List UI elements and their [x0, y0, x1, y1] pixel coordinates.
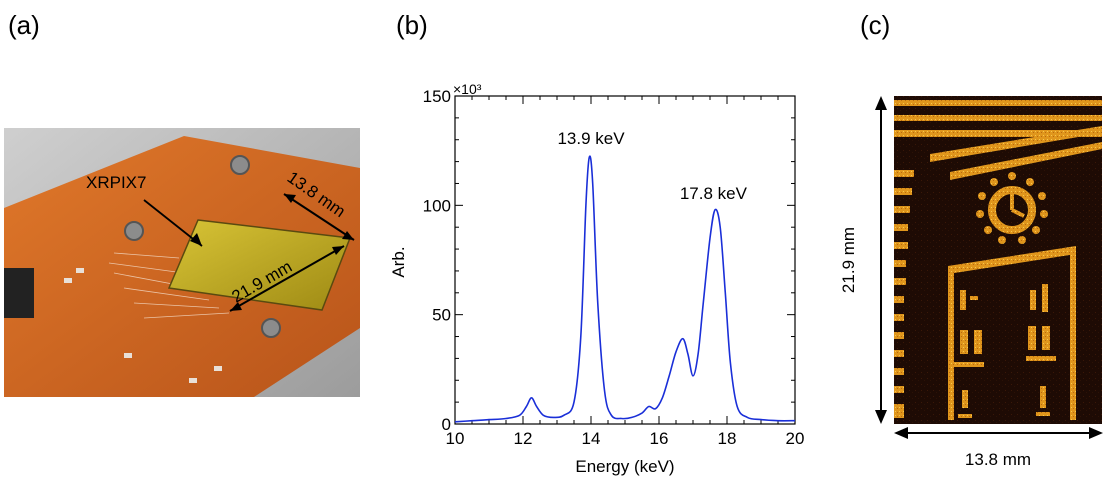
spectrum-line — [454, 155, 796, 423]
y-multiplier-label: ×10³ — [453, 81, 482, 97]
x-tick-label: 18 — [718, 429, 737, 448]
image-width-label: 13.8 mm — [965, 450, 1031, 469]
xray-image-panel: 21.9 mm 13.8 mm — [839, 96, 1103, 469]
y-axis-label: Arb. — [389, 246, 408, 277]
screw — [230, 155, 250, 175]
wire-bonds — [108, 252, 230, 319]
y-tick-label: 0 — [442, 415, 451, 434]
x-tick-label: 10 — [446, 429, 465, 448]
panel-label-c: (c) — [860, 10, 891, 40]
ic-chip — [4, 268, 34, 318]
x-tick-label: 20 — [786, 429, 805, 448]
spectrum-chart: 10 12 14 16 18 20 0 50 100 150 13.9 keV 17.8 keV ×1… — [389, 81, 805, 476]
y-tick-label: 150 — [423, 87, 451, 106]
y-tick-label: 50 — [432, 306, 451, 325]
plot-frame — [454, 95, 796, 425]
peak-annotation: 17.8 keV — [680, 184, 748, 203]
screw — [124, 221, 144, 241]
detector-photo: XRPIX7 13.8 mm 21.9 mm — [4, 128, 360, 397]
peak-annotation: 13.9 keV — [557, 129, 625, 148]
x-tick-label: 16 — [650, 429, 669, 448]
height-dimension-arrow — [229, 245, 345, 312]
x-tick-label: 12 — [514, 429, 533, 448]
x-tick-label: 14 — [582, 429, 601, 448]
screw — [261, 318, 281, 338]
image-height-label: 21.9 mm — [839, 227, 858, 293]
chip-pointer-arrow — [143, 199, 203, 247]
xray-image — [894, 96, 1102, 424]
chip-label: XRPIX7 — [86, 173, 146, 192]
x-axis-label: Energy (keV) — [575, 457, 674, 476]
panel-label-b: (b) — [396, 10, 428, 40]
sensor-chip — [167, 219, 352, 311]
y-tick-label: 100 — [423, 196, 451, 215]
panel-label-a: (a) — [8, 10, 40, 40]
width-dimension-arrow — [283, 193, 355, 241]
smd-components — [64, 268, 222, 383]
